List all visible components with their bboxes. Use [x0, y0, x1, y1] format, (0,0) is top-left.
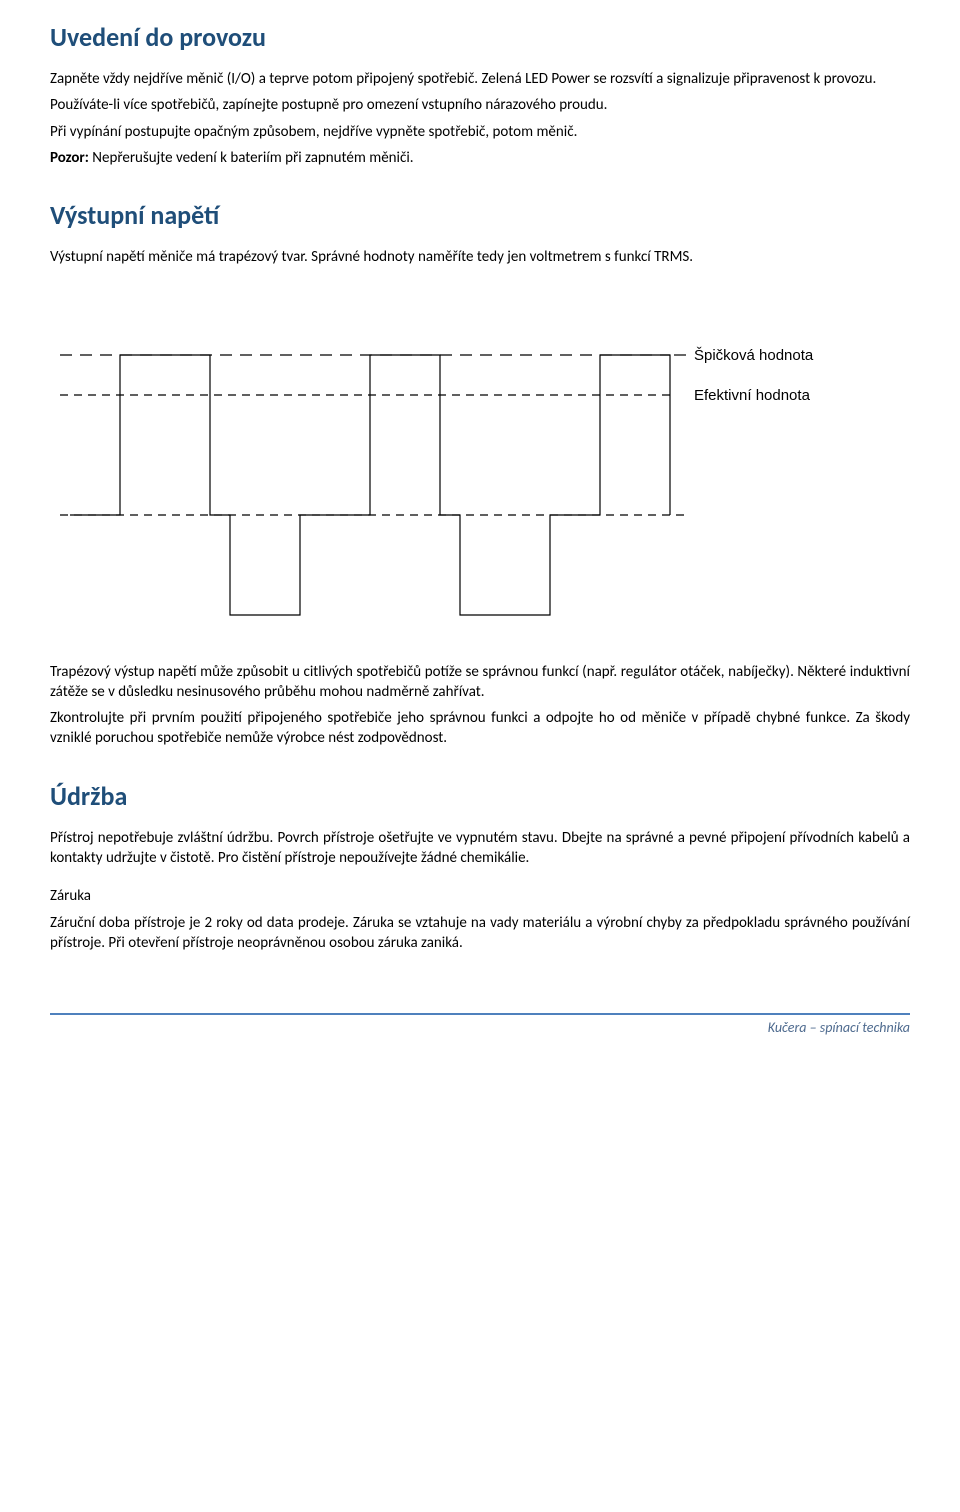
para-output-1: Výstupní napětí měniče má trapézový tvar… — [50, 247, 910, 267]
para-commissioning-1: Zapněte vždy nejdříve měnič (I/O) a tepr… — [50, 69, 910, 89]
footer-text: Kučera – spínací technika — [50, 1019, 910, 1038]
heading-commissioning: Uvedení do provozu — [50, 20, 910, 55]
para-output-3: Zkontrolujte při prvním použití připojen… — [50, 708, 910, 749]
para-commissioning-3: Při vypínání postupujte opačným způsobem… — [50, 122, 910, 142]
para-warranty: Záruční doba přístroje je 2 roky od data… — [50, 913, 910, 954]
warning-text: Nepřerušujte vedení k bateriím při zapnu… — [89, 149, 414, 167]
para-commissioning-2: Používáte-li více spotřebičů, zapínejte … — [50, 95, 910, 115]
para-maint-1: Přístroj nepotřebuje zvláštní údržbu. Po… — [50, 828, 910, 869]
warning-label: Pozor: — [50, 149, 89, 167]
waveform-diagram: Špičková hodnota Efektivní hodnota — [50, 295, 910, 631]
svg-text:Špičková hodnota: Špičková hodnota — [694, 347, 814, 364]
para-output-2: Trapézový výstup napětí může způsobit u … — [50, 662, 910, 703]
heading-maintenance: Údržba — [50, 779, 910, 814]
warning-line: Pozor: Nepřerušujte vedení k bateriím př… — [50, 148, 910, 168]
waveform-svg: Špičková hodnota Efektivní hodnota — [50, 295, 870, 625]
subheading-warranty: Záruka — [50, 886, 910, 906]
heading-output-voltage: Výstupní napětí — [50, 198, 910, 233]
footer-rule — [50, 1013, 910, 1015]
page-footer: Kučera – spínací technika — [50, 1013, 910, 1038]
svg-text:Efektivní hodnota: Efektivní hodnota — [694, 387, 811, 404]
